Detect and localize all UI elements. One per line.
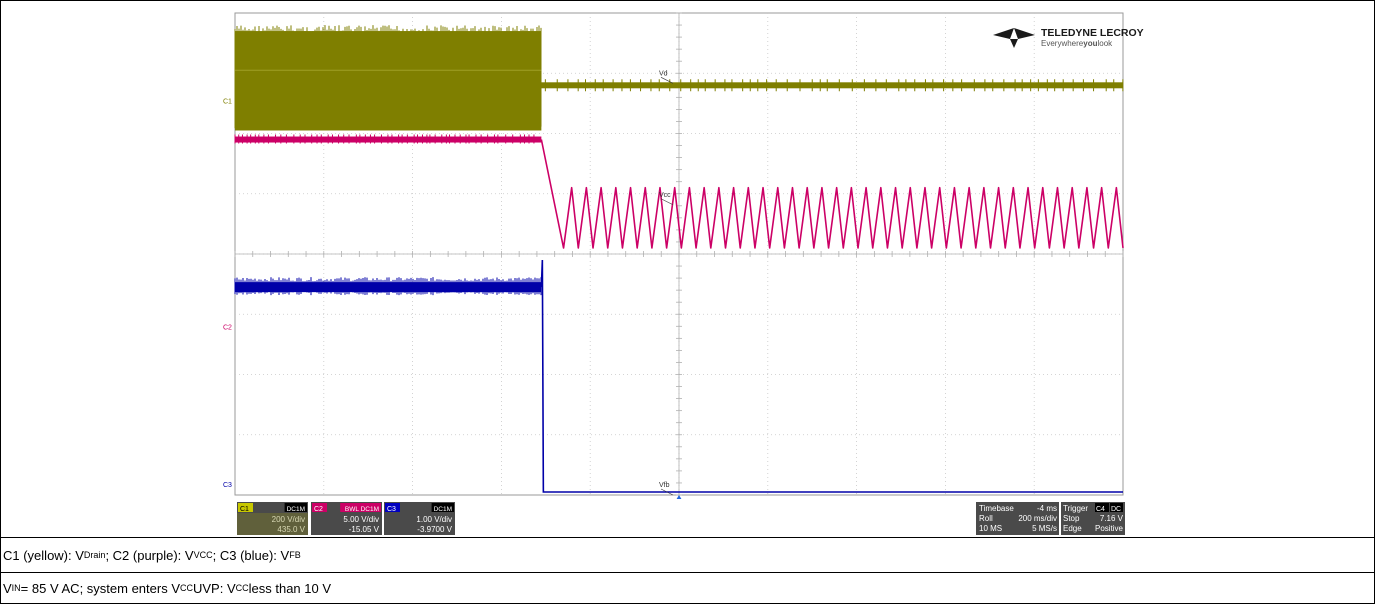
trace-label-c2: Vcc — [659, 192, 671, 199]
timebase-box[interactable]: Timebase -4 ms Roll 200 ms/div 10 MS 5 M… — [976, 502, 1059, 535]
channel-offset: -15.05 V — [349, 525, 380, 534]
trigger-state: Stop — [1063, 514, 1080, 523]
channel-coupling: BWL DC1M — [345, 506, 379, 513]
channel-coupling: DC1M — [434, 506, 452, 513]
trigger-type: Edge — [1063, 524, 1082, 533]
timebase-samples: 10 MS — [979, 524, 1002, 533]
logo-brand-text: TELEDYNE LECROY — [1041, 27, 1144, 39]
caption-c1-sub: Drain — [83, 550, 106, 560]
trigger-box[interactable]: Trigger C4 DC Stop 7.16 V Edge Positive — [1061, 502, 1125, 535]
caption-uvp-sub: CC — [180, 583, 193, 593]
trigger-source: C4 — [1096, 506, 1105, 513]
timebase-mode: Roll — [979, 514, 993, 523]
logo-tagline: Everywhereyoulook — [1041, 39, 1113, 48]
caption-vcc-sub: CC — [235, 583, 249, 593]
caption-channels: C1 (yellow): V Drain; C2 (purple): V VCC; … — [1, 537, 1374, 572]
channel-coupling: DC1M — [287, 506, 305, 513]
caption-c1: C1 (yellow): V — [3, 547, 84, 563]
logo-mark-icon — [993, 28, 1035, 48]
trace-label-c1: Vd — [659, 70, 668, 77]
channel-vdiv: 1.00 V/div — [416, 515, 452, 524]
timebase-tdiv: 200 ms/div — [1018, 514, 1057, 523]
caption-c3: ; C3 (blue): V — [212, 547, 290, 563]
channel-vdiv: 5.00 V/div — [343, 515, 379, 524]
channel-marker-c2: C2 — [223, 324, 232, 331]
caption-uvp: = 85 V AC; system enters V — [20, 580, 180, 596]
trigger-coupling: DC — [1111, 506, 1121, 513]
series-c1-trace — [234, 25, 1124, 131]
channel-name: C2 — [314, 506, 323, 513]
caption-vin-sub: IN — [11, 583, 21, 593]
teledyne-logo: TELEDYNE LECROY Everywhereyoulook — [993, 27, 1144, 48]
series-c3-trace — [234, 259, 1123, 493]
channel-name: C3 — [387, 506, 396, 513]
timebase-delay: -4 ms — [1037, 504, 1057, 513]
trace-label-c3: Vfb — [659, 482, 670, 489]
caption-c2: ; C2 (purple): V — [105, 547, 194, 563]
scope-traces — [234, 25, 1124, 493]
channel-marker-c1: C1 — [223, 98, 232, 105]
trigger-slope: Positive — [1095, 524, 1124, 533]
series-c2-trace — [234, 134, 1124, 249]
caption-vcc: UVP: V — [193, 580, 236, 596]
trigger-marker — [676, 495, 682, 500]
scope-grid — [234, 12, 1124, 496]
channel-offset: -3.9700 V — [417, 525, 452, 534]
caption-c2-sub: VCC — [193, 550, 213, 560]
caption-threshold: less than 10 V — [248, 580, 332, 596]
timebase-rate: 5 MS/s — [1032, 524, 1057, 533]
channel-vdiv: 200 V/div — [272, 515, 305, 524]
channel-marker-c3: C3 — [223, 482, 232, 489]
trigger-level: 7.16 V — [1100, 514, 1124, 523]
timebase-label: Timebase — [979, 504, 1014, 513]
channel-name: C1 — [240, 506, 249, 513]
trigger-label: Trigger — [1063, 504, 1088, 513]
scope-trace-labels: Vd Vcc Vfb C1 C2 C3 — [223, 70, 674, 496]
channel-offset: 435.0 V — [277, 525, 305, 534]
oscilloscope-screen: Vd Vcc Vfb C1 C2 C3 TELEDYNE LECROY Everywher… — [1, 1, 1374, 537]
caption-c3-sub: FB — [289, 550, 301, 560]
channel-box-c2[interactable]: C2 BWL DC1M 5.00 V/div-15.05 V — [311, 502, 382, 535]
channel-box-c3[interactable]: C3 DC1M 1.00 V/div-3.9700 V — [384, 502, 455, 535]
caption-vin: V — [3, 580, 12, 596]
